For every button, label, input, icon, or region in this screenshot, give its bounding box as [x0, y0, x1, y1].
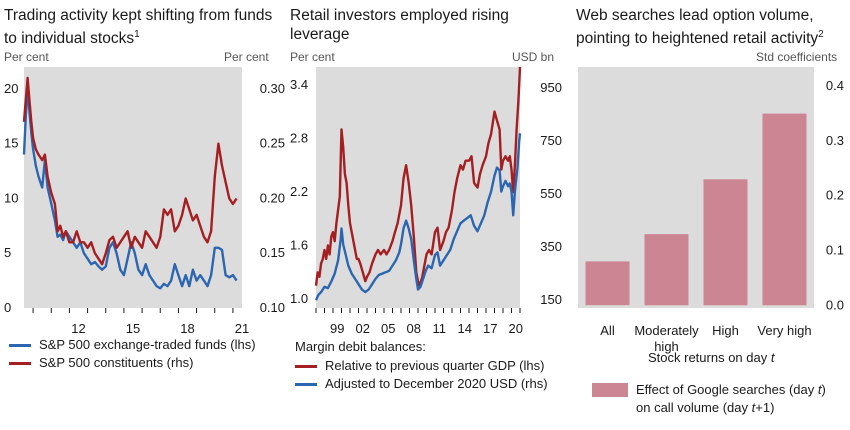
- legend-item-usd: Adjusted to December 2020 USD (rhs): [295, 375, 548, 393]
- bar-2: [703, 179, 748, 306]
- panel-web-searches: Web searches lead option volume, pointin…: [576, 0, 848, 430]
- y-right-tick-label: 750: [540, 133, 562, 148]
- y-right-tick-label: 0.30: [260, 81, 285, 96]
- panel3-xlabel: Stock returns on day t: [648, 350, 775, 365]
- x-tick-label: 05: [381, 321, 395, 336]
- y-left-tick-label: 2.2: [290, 184, 308, 199]
- x-category-label: All: [600, 323, 615, 338]
- y-left-tick-label: 1.6: [290, 238, 308, 253]
- panel2-unit-right: USD bn: [512, 50, 555, 64]
- panel3-unit-right: Std coefficients: [756, 50, 838, 64]
- panel2-chart-svg: 1.0 1.6 2.2 2.8 3.4 150 350 550 750 950 99 02 05 08 11…: [290, 66, 562, 336]
- legend-line-gdp: [295, 365, 317, 368]
- panel1-legend: S&P 500 exchange-traded funds (lhs) S&P …: [9, 336, 256, 372]
- y-left-tick-label: 0: [4, 300, 11, 315]
- bar-3: [762, 113, 807, 306]
- x-tick-label: 15: [126, 321, 140, 336]
- panel-retail-leverage: Retail investors employed rising leverag…: [290, 0, 570, 430]
- panel1-unit-right: Per cent: [224, 50, 269, 64]
- y-right-tick-label: 950: [540, 80, 562, 95]
- x-category-label: Very high: [757, 323, 811, 338]
- bar-1: [644, 234, 689, 306]
- x-tick-label: 99: [330, 321, 344, 336]
- panel2-unit-left: Per cent: [290, 50, 335, 64]
- legend-item-google-effect: Effect of Google searches (day t) on cal…: [592, 381, 826, 417]
- y-right-tick-label: 0.0: [826, 297, 844, 312]
- panel1-unit-left: Per cent: [4, 50, 49, 64]
- x-tick-label: 17: [483, 321, 497, 336]
- x-tick-label: 18: [180, 321, 194, 336]
- panel3-legend: Effect of Google searches (day t) on cal…: [592, 381, 826, 417]
- legend-line-usd: [295, 383, 317, 386]
- y-left-tick-label: 3.4: [290, 77, 308, 92]
- panel2-legend: Margin debit balances: Relative to previ…: [295, 338, 548, 393]
- legend-item-gdp: Relative to previous quarter GDP (lhs): [295, 357, 548, 375]
- bar-0: [585, 261, 630, 306]
- y-right-tick-label: 0.4: [826, 78, 844, 93]
- x-tick-label: 12: [71, 321, 85, 336]
- panel1-title: Trading activity kept shifting from fund…: [4, 7, 273, 48]
- legend-swatch-bar: [592, 383, 628, 397]
- x-tick-label: 14: [458, 321, 472, 336]
- y-right-tick-label: 0.2: [826, 188, 844, 203]
- panel1-chart-svg: 0 5 10 15 20 0.10 0.15 0.20 0.25 0.30 12 15 18 21: [4, 76, 285, 336]
- x-category-label: Moderately: [634, 323, 699, 338]
- series-line-1: [314, 133, 522, 301]
- x-category-label: high: [654, 339, 679, 354]
- y-right-tick-label: 0.20: [260, 190, 285, 205]
- x-tick-label: 02: [356, 321, 370, 336]
- x-tick-label: 21: [235, 321, 249, 336]
- panel2-legend-title: Margin debit balances:: [295, 339, 426, 354]
- y-left-tick-label: 20: [4, 81, 18, 96]
- x-category-label: High: [712, 323, 739, 338]
- panel2-title: Retail investors employed rising leverag…: [290, 7, 509, 43]
- series-line-0: [314, 66, 522, 287]
- y-left-tick-label: 2.8: [290, 130, 308, 145]
- panel1-plot-area: 0 5 10 15 20 0.10 0.15 0.20 0.25 0.30 12 15 18 21: [4, 67, 285, 336]
- legend-line-etf: [9, 344, 31, 347]
- legend-item-constituents: S&P 500 constituents (rhs): [9, 354, 256, 372]
- legend-line-constituents: [9, 362, 31, 365]
- panel2-plot-area: 1.0 1.6 2.2 2.8 3.4 150 350 550 750 950 99 02 05 08 11…: [290, 66, 562, 336]
- y-left-tick-label: 5: [4, 245, 11, 260]
- series-line-1: [22, 76, 238, 266]
- x-tick-label: 08: [407, 321, 421, 336]
- series-line-0: [22, 87, 238, 290]
- y-left-tick-label: 1.0: [290, 291, 308, 306]
- y-right-tick-label: 0.1: [826, 242, 844, 257]
- y-right-tick-label: 0.25: [260, 136, 285, 151]
- y-right-tick-label: 350: [540, 239, 562, 254]
- y-right-tick-label: 0.10: [260, 300, 285, 315]
- legend-item-etf: S&P 500 exchange-traded funds (lhs): [9, 336, 256, 354]
- x-tick-label: 11: [433, 321, 447, 336]
- y-right-tick-label: 0.3: [826, 133, 844, 148]
- panel-trading-activity: Trading activity kept shifting from fund…: [4, 0, 285, 430]
- y-left-tick-label: 15: [4, 136, 18, 151]
- y-left-tick-label: 10: [4, 190, 18, 205]
- panel3-title: Web searches lead option volume, pointin…: [576, 7, 824, 48]
- y-right-tick-label: 550: [540, 186, 562, 201]
- panel3-plot-area: 0.0 0.1 0.2 0.3 0.4 All Moderately high High Very…: [578, 67, 844, 354]
- y-right-tick-label: 0.15: [260, 245, 285, 260]
- x-tick-label: 20: [509, 321, 523, 336]
- y-right-tick-label: 150: [540, 292, 562, 307]
